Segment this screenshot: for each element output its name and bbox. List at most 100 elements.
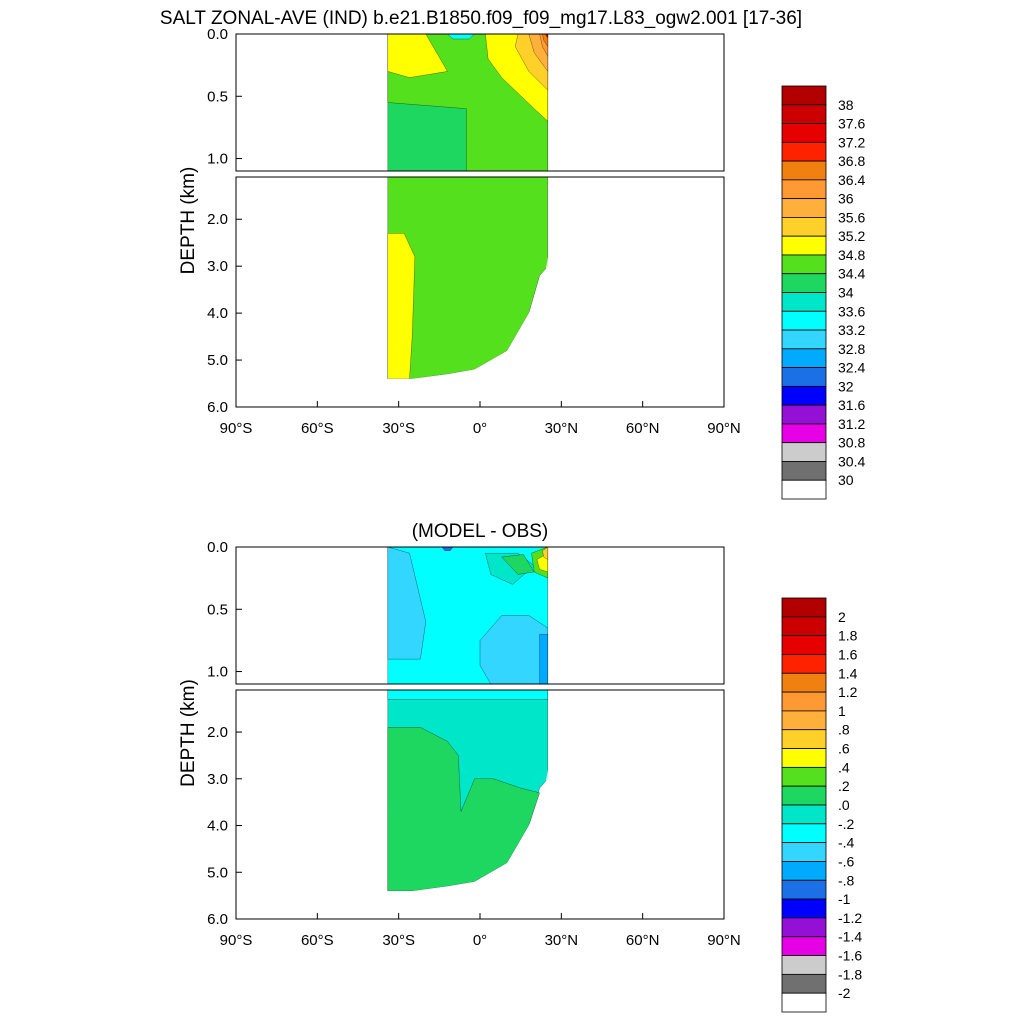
colorbar-swatch xyxy=(781,273,827,293)
colorbar-swatch xyxy=(781,329,827,350)
y-tick-label: 0.0 xyxy=(207,539,228,556)
x-tick-label: 90°S xyxy=(220,932,253,949)
y-tick-label: 1.0 xyxy=(207,664,228,681)
chart-title: SALT ZONAL-AVE (IND) b.e21.B1850.f09_f09… xyxy=(159,8,803,29)
colorbar-label: 33.2 xyxy=(838,322,865,338)
colorbar-swatch xyxy=(781,804,827,825)
colorbar-swatch xyxy=(781,936,827,956)
colorbar-label: 34.8 xyxy=(838,247,865,263)
y-tick-label: 4.0 xyxy=(207,305,228,322)
x-tick-label: 30°S xyxy=(382,932,415,949)
y-tick-label: 0.5 xyxy=(207,601,228,618)
contour-region xyxy=(387,690,549,700)
colorbar-swatch xyxy=(781,442,827,462)
y-tick-label: 0.5 xyxy=(207,88,228,105)
colorbar-label: -1.8 xyxy=(838,966,862,982)
colorbar-swatch xyxy=(781,823,827,844)
y-tick-label: 4.0 xyxy=(207,818,228,835)
y-tick-label: 3.0 xyxy=(207,258,228,275)
x-tick-label: 90°N xyxy=(707,932,741,949)
colorbar-label: -1.6 xyxy=(838,948,862,964)
colorbar-swatch xyxy=(781,917,827,938)
colorbar-swatch xyxy=(781,461,827,481)
difference-panel-title: (MODEL - OBS) xyxy=(411,521,549,542)
colorbar-label: -.4 xyxy=(838,835,855,851)
panel-frame-upper xyxy=(235,33,725,172)
x-tick-label: 60°N xyxy=(626,420,660,437)
colorbar-label: 1.6 xyxy=(838,646,858,662)
colorbar-swatch xyxy=(781,672,827,693)
x-tick-label: 30°N xyxy=(545,932,579,949)
colorbar-label: 38 xyxy=(838,97,854,113)
colorbar-label: -.8 xyxy=(838,872,855,888)
colorbar-label: -.2 xyxy=(838,816,855,832)
colorbar-swatch xyxy=(781,898,827,919)
colorbar-label: .6 xyxy=(838,741,850,757)
seafloor-mask xyxy=(387,690,548,919)
colorbar-swatch xyxy=(781,973,827,994)
colorbar-swatch xyxy=(781,861,827,881)
colorbar-label: 36 xyxy=(838,191,854,207)
colorbar-swatch xyxy=(781,785,827,806)
contour-region xyxy=(387,233,416,380)
colorbar-swatch xyxy=(781,404,827,425)
colorbar-label: 31.2 xyxy=(838,416,865,432)
seafloor-mask xyxy=(387,177,548,407)
colorbar-label: 31.6 xyxy=(838,397,865,413)
colorbar-label: -1.4 xyxy=(838,929,862,945)
colorbar-swatch xyxy=(781,104,827,124)
colorbar-label: 35.6 xyxy=(838,209,865,225)
colorbar-label: 33.6 xyxy=(838,303,865,319)
salinity-chart: 0.0 0.5 1.0 2.0 3.0 4.0 5.0 6.0 90°S 60°S 30°S 0° 30… xyxy=(178,26,865,500)
colorbar-label: 37.6 xyxy=(838,116,865,132)
colorbar-swatch xyxy=(781,616,827,637)
y-tick-label: 5.0 xyxy=(207,864,228,881)
colorbar: 21.81.61.41.21.8.6.4.2.0-.2-.4-.6-.8-1-1… xyxy=(781,597,862,1013)
y-tick-label: 5.0 xyxy=(207,352,228,369)
colorbar-label: 30 xyxy=(838,472,854,488)
x-tick-label: 0° xyxy=(473,420,487,437)
y-axis-label: DEPTH (km) xyxy=(178,167,199,275)
colorbar-swatch xyxy=(781,842,827,862)
colorbar-label: 30.8 xyxy=(838,435,865,451)
y-tick-label: 2.0 xyxy=(207,211,228,228)
colorbar-swatch xyxy=(781,385,827,406)
colorbar-swatch xyxy=(781,160,827,181)
colorbar-swatch xyxy=(781,729,827,749)
colorbar-label: 30.4 xyxy=(838,453,865,469)
contour-region xyxy=(387,34,448,78)
x-tick-label: 60°S xyxy=(301,932,334,949)
colorbar-label: 1.2 xyxy=(838,684,858,700)
filled-contours-lower xyxy=(387,177,549,407)
colorbar-swatch xyxy=(781,423,827,444)
y-axis-label: DEPTH (km) xyxy=(178,679,199,787)
colorbar-label: 1 xyxy=(838,703,846,719)
colorbar-label: 37.2 xyxy=(838,134,865,150)
colorbar-label: 35.2 xyxy=(838,228,865,244)
contour-region xyxy=(447,34,475,40)
colorbar-swatch xyxy=(781,85,827,106)
colorbar-label: 36.8 xyxy=(838,153,865,169)
colorbar-swatch xyxy=(781,179,827,200)
colorbar-label: 2 xyxy=(838,609,846,625)
colorbar-label: 32 xyxy=(838,378,854,394)
colorbar-swatch xyxy=(781,879,827,900)
colorbar-label: .0 xyxy=(838,797,850,813)
colorbar-label: -1 xyxy=(838,891,851,907)
x-tick-label: 30°N xyxy=(545,420,579,437)
colorbar-label: -2 xyxy=(838,985,851,1001)
y-tick-label: 2.0 xyxy=(207,724,228,741)
colorbar-label: 34.4 xyxy=(838,266,865,282)
colorbar-swatch xyxy=(781,123,827,143)
x-tick-label: 30°S xyxy=(382,420,415,437)
colorbar-swatch xyxy=(781,992,827,1013)
filled-contours-lower xyxy=(387,690,549,919)
y-tick-label: 0.0 xyxy=(207,26,228,43)
colorbar-label: 34 xyxy=(838,285,854,301)
colorbar-swatch xyxy=(781,597,827,618)
colorbar-swatch xyxy=(781,748,827,768)
colorbar-label: .2 xyxy=(838,778,850,794)
panel-frame-upper xyxy=(235,546,725,685)
colorbar-swatch xyxy=(781,217,827,237)
